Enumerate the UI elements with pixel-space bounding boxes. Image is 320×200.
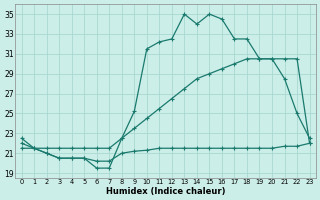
X-axis label: Humidex (Indice chaleur): Humidex (Indice chaleur) — [106, 187, 225, 196]
